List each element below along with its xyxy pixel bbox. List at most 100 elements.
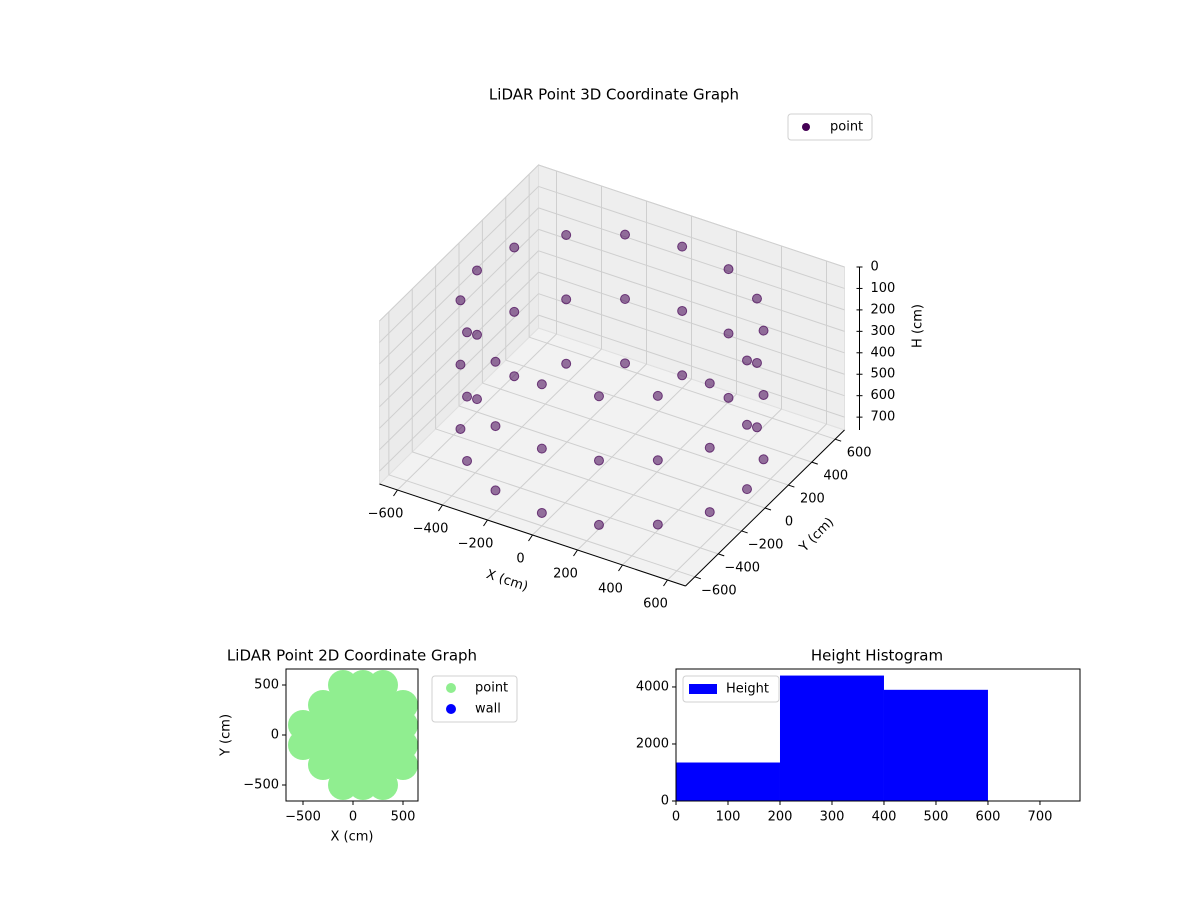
point <box>462 391 473 402</box>
point <box>455 423 466 434</box>
y-tick-label: 600 <box>847 446 872 461</box>
point <box>723 328 734 339</box>
grid-line <box>379 314 539 472</box>
y-tick-label: −600 <box>701 583 737 598</box>
x-tick-label: 100 <box>716 810 741 825</box>
bar <box>676 762 780 801</box>
tick-mark <box>694 576 702 580</box>
x-tick-label: −400 <box>413 522 449 537</box>
point <box>620 229 631 240</box>
point <box>723 264 734 275</box>
z-tick-label: 300 <box>871 324 896 339</box>
x-tick-label: −200 <box>458 537 494 552</box>
x-axis-label: X (cm) <box>484 567 530 595</box>
tick-mark <box>764 507 772 511</box>
y-tick-label: −500 <box>243 778 279 793</box>
point <box>704 507 715 518</box>
grid-line <box>379 207 539 365</box>
x-tick-label: 600 <box>976 810 1001 825</box>
point <box>561 230 572 241</box>
x-tick-label: 200 <box>553 567 578 582</box>
grid-line <box>482 382 789 486</box>
z-tick-label: 600 <box>871 388 896 403</box>
grid-line <box>379 164 539 322</box>
point <box>509 371 520 382</box>
legend-label: wall <box>475 702 501 717</box>
x-tick-label: 600 <box>643 597 668 612</box>
point <box>677 305 688 316</box>
point <box>593 519 604 530</box>
legend-marker <box>446 683 456 693</box>
grid-line <box>379 228 539 386</box>
z-tick-label: 200 <box>871 302 896 317</box>
point <box>536 379 547 390</box>
x-tick-label: 700 <box>1028 810 1053 825</box>
legend-box <box>787 113 873 141</box>
grid-line <box>412 451 719 555</box>
chart-title: Height Histogram <box>811 647 943 665</box>
point <box>509 306 520 317</box>
y-axis-label: Y (cm) <box>796 515 837 556</box>
point <box>704 378 715 389</box>
legend-label: Height <box>726 682 769 697</box>
chart-title: LiDAR Point 2D Coordinate Graph <box>227 647 477 665</box>
point <box>751 293 762 304</box>
grid-line <box>528 336 836 440</box>
point <box>652 455 663 466</box>
grid-line <box>379 293 539 451</box>
z-tick-label: 100 <box>871 281 896 296</box>
x-tick-label: 0 <box>349 810 357 825</box>
y-tick-label: 4000 <box>636 679 669 694</box>
tick-mark <box>438 504 443 512</box>
grid-line <box>379 271 539 429</box>
x-tick-label: −500 <box>285 810 321 825</box>
point <box>472 329 482 340</box>
z-tick-label: 500 <box>871 367 896 382</box>
grid-line <box>538 271 845 375</box>
legend-marker <box>802 123 810 131</box>
x-tick-label: 400 <box>598 582 623 597</box>
x-tick-label: 500 <box>924 810 949 825</box>
y-tick-label: 400 <box>823 469 848 484</box>
point <box>509 242 520 253</box>
y-axis <box>685 429 845 587</box>
point <box>652 519 663 530</box>
point <box>758 325 769 336</box>
x-tick-label: −600 <box>368 507 404 522</box>
y-tick-label: 500 <box>254 678 279 693</box>
point <box>620 358 631 369</box>
point <box>368 670 398 700</box>
point <box>742 419 752 430</box>
point <box>536 443 547 454</box>
grid-line <box>538 185 845 289</box>
tick-mark <box>573 549 578 557</box>
point <box>652 390 663 401</box>
x-tick-label: 500 <box>391 810 416 825</box>
grid-line <box>538 314 845 418</box>
point <box>561 358 572 369</box>
grid-line <box>435 428 742 532</box>
y-tick-label: −200 <box>748 537 784 552</box>
grid-line <box>379 186 539 343</box>
point <box>536 507 547 518</box>
point <box>462 455 473 466</box>
y-tick-label: 0 <box>785 515 793 530</box>
point <box>490 485 501 496</box>
grid-line <box>538 207 845 311</box>
grid-line <box>538 293 845 397</box>
point <box>462 327 473 338</box>
grid-line <box>388 474 696 578</box>
tick-mark <box>788 484 795 488</box>
point <box>742 355 752 366</box>
point <box>758 389 769 400</box>
point <box>593 455 604 466</box>
point <box>455 359 466 370</box>
point <box>758 454 769 465</box>
tick-mark <box>741 530 748 534</box>
z-tick-label: 400 <box>871 345 896 360</box>
z-tick-label: 0 <box>871 260 879 275</box>
y-tick-label: 0 <box>661 794 669 809</box>
legend-box <box>682 675 780 703</box>
tick-mark <box>663 579 668 587</box>
x-tick-label: 400 <box>872 810 897 825</box>
